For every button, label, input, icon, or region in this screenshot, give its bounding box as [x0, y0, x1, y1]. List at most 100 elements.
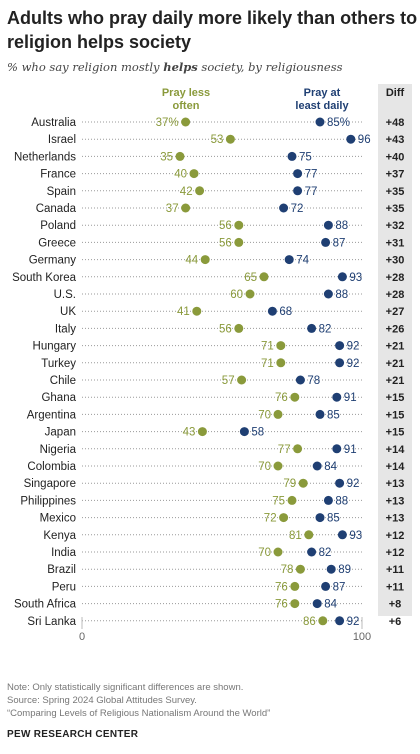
daily-dot-south-africa — [312, 599, 322, 609]
daily-value-mexico: 85 — [327, 513, 340, 525]
daily-value-uk: 68 — [279, 306, 292, 318]
daily-dot-ghana — [332, 392, 342, 402]
less-often-dot-italy — [234, 323, 244, 333]
less-often-value-uk: 41 — [177, 306, 190, 318]
daily-dot-canada — [279, 203, 289, 213]
daily-value-chile: 78 — [307, 375, 320, 387]
daily-value-south-korea: 93 — [349, 272, 362, 284]
less-often-dot-argentina — [273, 409, 283, 419]
less-often-value-turkey: 71 — [261, 358, 274, 370]
daily-value-brazil: 89 — [338, 564, 351, 576]
less-often-dot-nigeria — [293, 444, 303, 454]
daily-dot-kenya — [337, 530, 347, 540]
daily-value-ghana: 91 — [344, 392, 357, 404]
diff-value-netherlands: +40 — [386, 151, 405, 163]
axis-tick-label-100: 100 — [353, 631, 371, 643]
diff-value-turkey: +21 — [386, 358, 405, 370]
diff-value-south-korea: +28 — [386, 272, 405, 284]
country-label-sri-lanka: Sri Lanka — [27, 616, 76, 628]
country-label-spain: Spain — [47, 186, 76, 198]
daily-dot-brazil — [326, 564, 336, 574]
daily-dot-colombia — [312, 461, 322, 471]
country-label-germany: Germany — [29, 255, 77, 267]
legend-daily-line-1: Pray at — [304, 87, 341, 99]
less-often-dot-mexico — [279, 513, 289, 523]
diff-value-uk: +27 — [386, 306, 405, 318]
daily-value-peru: 87 — [333, 581, 346, 593]
country-label-japan: Japan — [45, 427, 76, 439]
less-often-value-south-africa: 76 — [275, 599, 288, 611]
country-label-canada: Canada — [36, 203, 77, 215]
less-often-dot-sri-lanka — [318, 616, 328, 626]
chart-title-line-2: religion helps society — [7, 32, 191, 52]
chart-subtitle: % who say religion mostly helps society,… — [7, 60, 343, 74]
country-label-colombia: Colombia — [27, 461, 76, 473]
country-label-kenya: Kenya — [43, 530, 76, 542]
less-often-value-hungary: 71 — [261, 341, 274, 353]
daily-value-india: 82 — [319, 547, 332, 559]
axis-tick-label-0: 0 — [79, 631, 85, 643]
less-often-value-argentina: 70 — [258, 409, 271, 421]
diff-value-sri-lanka: +6 — [389, 616, 402, 628]
daily-value-singapore: 92 — [347, 478, 360, 490]
daily-value-greece: 87 — [333, 237, 346, 249]
daily-value-netherlands: 75 — [299, 151, 312, 163]
diff-value-philippines: +13 — [386, 495, 405, 507]
daily-value-u-s: 88 — [335, 289, 348, 301]
diff-value-greece: +31 — [386, 237, 405, 249]
less-often-value-mexico: 72 — [264, 513, 277, 525]
chart-rows: Australia 37% 85% +48 Israel 53 96 +43 Netherlan… — [12, 117, 405, 628]
country-label-hungary: Hungary — [33, 341, 77, 353]
diff-value-u-s: +28 — [386, 289, 405, 301]
less-often-dot-peru — [290, 581, 300, 591]
less-often-value-peru: 76 — [275, 581, 288, 593]
country-label-israel: Israel — [48, 134, 76, 146]
less-often-dot-turkey — [276, 358, 286, 368]
daily-value-germany: 74 — [296, 255, 309, 267]
daily-dot-south-korea — [337, 272, 347, 282]
diff-value-ghana: +15 — [386, 392, 405, 404]
note-line: Note: Only statistically significant dif… — [7, 682, 243, 693]
less-often-value-italy: 56 — [219, 323, 232, 335]
daily-dot-singapore — [335, 478, 345, 488]
country-label-india: India — [51, 547, 77, 559]
country-label-greece: Greece — [38, 237, 76, 249]
report-title-line: “Comparing Levels of Religious Nationali… — [7, 708, 270, 719]
less-often-value-netherlands: 35 — [160, 151, 173, 163]
less-often-value-philippines: 75 — [272, 495, 285, 507]
daily-value-japan: 58 — [251, 427, 264, 439]
daily-value-france: 77 — [305, 169, 318, 181]
daily-dot-italy — [307, 323, 317, 333]
source-line: Source: Spring 2024 Global Attitudes Sur… — [7, 695, 197, 706]
country-label-italy: Italy — [55, 323, 76, 335]
less-often-dot-france — [189, 169, 199, 179]
daily-value-turkey: 92 — [347, 358, 360, 370]
country-label-netherlands: Netherlands — [14, 151, 76, 163]
diff-value-singapore: +13 — [386, 478, 405, 490]
country-label-uk: UK — [60, 306, 76, 318]
daily-value-australia: 85% — [327, 117, 350, 129]
less-often-value-poland: 56 — [219, 220, 232, 232]
country-label-south-korea: South Korea — [12, 272, 77, 284]
less-often-value-greece: 56 — [219, 237, 232, 249]
less-often-dot-uk — [192, 306, 202, 316]
less-often-dot-ghana — [290, 392, 300, 402]
daily-dot-turkey — [335, 358, 345, 368]
less-often-dot-philippines — [287, 495, 297, 505]
daily-value-south-africa: 84 — [324, 599, 337, 611]
less-often-value-germany: 44 — [185, 255, 198, 267]
less-often-value-colombia: 70 — [258, 461, 271, 473]
less-often-value-sri-lanka: 86 — [303, 616, 316, 628]
less-often-dot-colombia — [273, 461, 283, 471]
subtitle-part-3: society, by religiousness — [198, 60, 343, 74]
diff-value-france: +37 — [386, 169, 405, 181]
less-often-dot-chile — [237, 375, 247, 385]
daily-dot-sri-lanka — [335, 616, 345, 626]
country-label-south-africa: South Africa — [14, 599, 77, 611]
diff-value-poland: +32 — [386, 220, 405, 232]
daily-value-italy: 82 — [319, 323, 332, 335]
country-label-ghana: Ghana — [41, 392, 76, 404]
diff-value-peru: +11 — [386, 581, 404, 593]
legend-less-often-line-1: Pray less — [162, 87, 210, 99]
